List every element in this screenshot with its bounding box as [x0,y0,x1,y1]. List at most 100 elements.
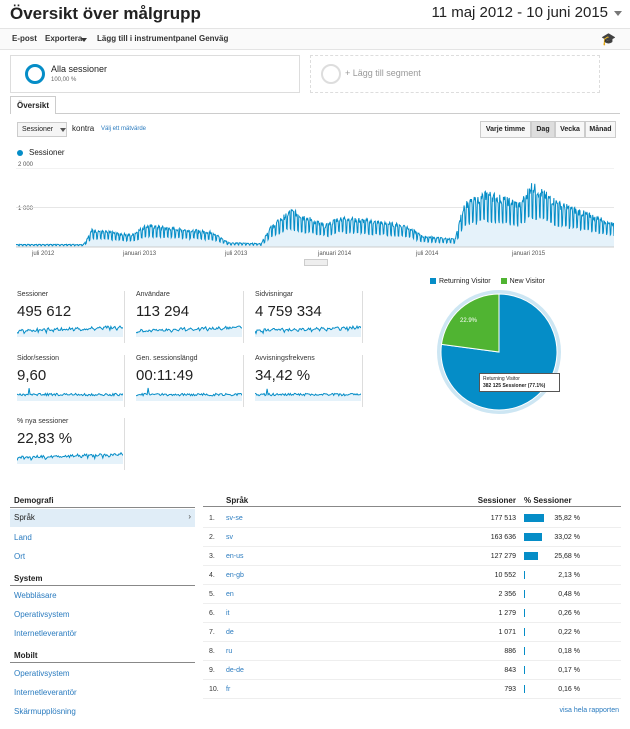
sidebar-item-mobile-isp[interactable]: Internetleverantör [14,688,77,697]
percent-bar [524,533,543,541]
row-number: 3. [209,553,215,560]
kpi-label: Avvisningsfrekvens [255,355,315,362]
sidebar-item-sprak[interactable]: Språk › [10,509,195,527]
kpi-sessions[interactable]: Sessioner 495 612 [17,291,125,343]
kpi-pages-per-session[interactable]: Sidor/session 9,60 [17,355,125,407]
view-full-report-link[interactable]: visa hela rapporten [559,707,619,714]
row-number: 1. [209,515,215,522]
column-header-percent[interactable]: % Sessioner [524,496,572,505]
x-tick-label: januari 2013 [123,251,157,257]
kpi-sparkline [136,325,242,337]
sessions-value: 10 552 [494,572,516,579]
pie-slice-new[interactable] [440,293,500,353]
x-tick-label: juli 2012 [32,251,55,257]
email-button[interactable]: E-post [12,34,37,43]
language-link[interactable]: en-gb [226,572,244,579]
choose-metric-link[interactable]: Välj ett mätvärde [101,126,147,132]
table-row: 1. sv-se 177 513 35,82 % [203,509,621,528]
sparkline-line [255,324,361,335]
export-button[interactable]: Exportera [45,34,83,43]
granularity-hour-button[interactable]: Varje timme [480,121,531,138]
kpi-pageviews[interactable]: Sidvisningar 4 759 334 [255,291,363,343]
language-link[interactable]: fr [226,686,231,693]
add-to-dashboard-button[interactable]: Lägg till i instrumentpanel [97,34,197,43]
kpi-sparkline [17,388,123,401]
table-row: 4. en-gb 10 552 2,13 % [203,566,621,585]
language-link[interactable]: de-de [226,667,244,674]
chevron-down-icon[interactable] [614,11,622,16]
x-tick-label: juli 2014 [416,251,439,257]
sessions-value: 163 636 [490,534,516,541]
row-number: 6. [209,610,215,617]
column-header-language[interactable]: Språk [226,496,249,505]
percent-value: 0,26 % [558,610,580,617]
sparkline-line [136,325,242,334]
segment-percent: 100,00 % [51,77,77,83]
metric-select[interactable]: Sessioner [17,122,67,137]
page-title: Översikt över målgrupp [10,4,201,23]
sparkline-line [136,387,242,397]
kpi-value: 9,60 [17,367,47,384]
segment-all-sessions[interactable]: Alla sessioner 100,00 % [10,55,300,93]
language-link[interactable]: sv [226,534,233,541]
date-range[interactable]: 11 maj 2012 - 10 juni 2015 [431,4,608,21]
sidebar-divider [10,507,195,508]
sessions-value: 1 071 [498,629,516,636]
graduation-cap-icon[interactable]: 🎓 [601,32,616,46]
percent-value: 0,22 % [558,629,580,636]
sessions-value: 843 [504,667,516,674]
kpi-sparkline [17,451,123,464]
kpi-label: Gen. sessionslängd [136,355,198,362]
percent-bar [524,571,526,579]
toolbar: E-post Exportera Lägg till i instrumentp… [0,28,630,50]
kpi-new-sessions[interactable]: % nya sessioner 22,83 % [17,418,125,470]
language-link[interactable]: it [226,610,230,617]
language-link[interactable]: ru [226,648,233,655]
kpi-value: 495 612 [17,303,72,320]
legend-label: New Visitor [509,278,545,285]
granularity-day-button[interactable]: Dag [531,121,555,138]
sparkline-line [255,388,361,397]
chevron-down-icon [81,38,87,42]
sessions-line [16,183,614,247]
legend-swatch [430,278,436,285]
kpi-avg-session-duration[interactable]: Gen. sessionslängd 00:11:49 [136,355,244,407]
percent-bar [524,514,544,522]
percent-value: 35,82 % [554,515,580,522]
kpi-users[interactable]: Användare 113 294 [136,291,244,343]
language-link[interactable]: de [226,629,234,636]
shortcut-button[interactable]: Genväg [199,34,229,43]
sidebar-item-isp[interactable]: Internetleverantör [14,629,77,638]
sidebar-item-os[interactable]: Operativsystem [14,610,70,619]
row-number: 4. [209,572,215,579]
percent-bar [524,552,539,560]
language-link[interactable]: sv-se [226,515,243,522]
granularity-month-button[interactable]: Månad [585,121,616,138]
row-number: 7. [209,629,215,636]
add-segment-label: + Lägg till segment [345,68,421,78]
sidebar-item-mobile-os[interactable]: Operativsystem [14,669,70,678]
percent-value: 0,16 % [558,686,580,693]
table-row: 5. en 2 356 0,48 % [203,585,621,604]
kpi-bounce-rate[interactable]: Avvisningsfrekvens 34,42 % [255,355,363,407]
granularity-week-button[interactable]: Vecka [555,121,585,138]
sessions-line-chart[interactable] [16,168,614,248]
legend-label: Returning Visitor [439,278,491,285]
sidebar-item-browser[interactable]: Webbläsare [14,591,57,600]
chart-scroll-handle[interactable] [304,259,328,266]
language-link[interactable]: en-us [226,553,244,560]
legend-label: Sessioner [29,148,65,157]
pie-legend: Returning Visitor New Visitor [430,278,545,285]
sidebar-item-land[interactable]: Land [14,533,32,542]
visitor-pie-chart[interactable] [433,287,565,417]
column-header-sessions[interactable]: Sessioner [477,496,516,505]
language-link[interactable]: en [226,591,234,598]
sidebar-item-screen-resolution[interactable]: Skärmupplösning [14,707,76,716]
sessions-value: 793 [504,686,516,693]
percent-value: 33,02 % [554,534,580,541]
tab-overview[interactable]: Översikt [10,96,56,114]
legend-dot-icon [17,150,23,156]
sidebar-item-ort[interactable]: Ort [14,552,26,561]
add-segment-button[interactable]: + Lägg till segment [310,55,600,93]
sessions-value: 886 [504,648,516,655]
